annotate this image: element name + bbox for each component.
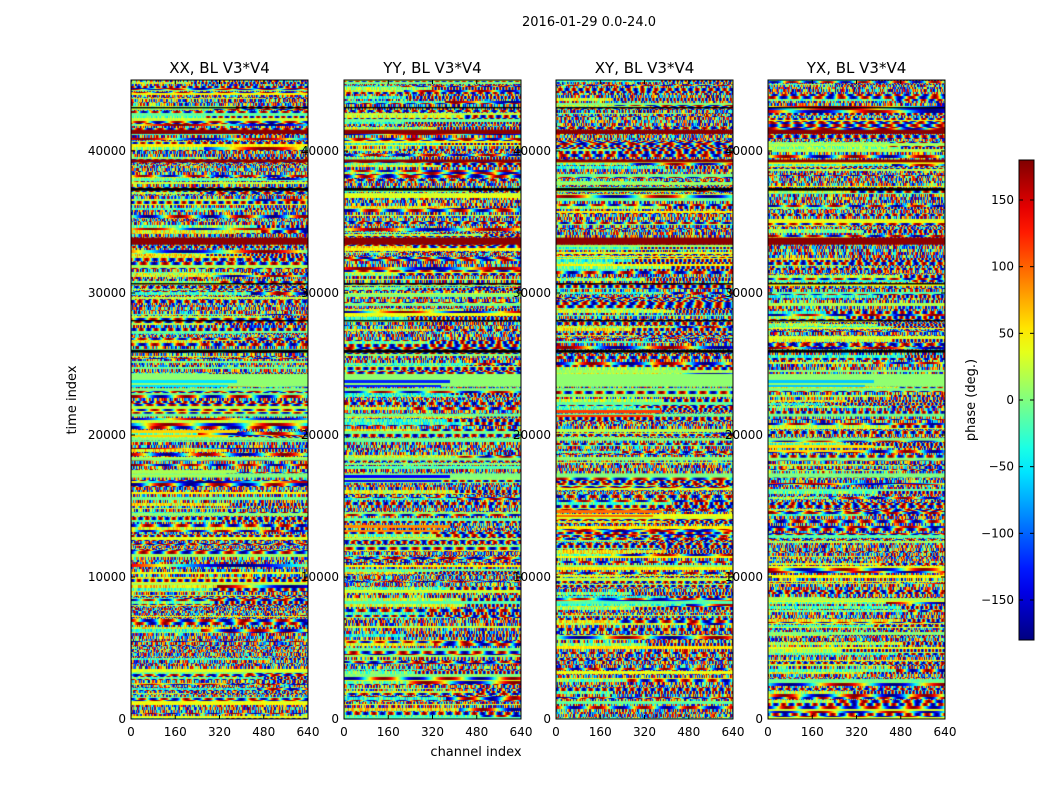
panel-title: XY, BL V3*V4 (595, 59, 695, 77)
colorbar-tick-label: −150 (981, 593, 1014, 607)
y-tick-label: 0 (755, 712, 763, 726)
y-tick-label: 30000 (301, 286, 339, 300)
x-tick-label: 320 (208, 725, 231, 739)
x-tick-label: 320 (633, 725, 656, 739)
x-tick-label: 0 (340, 725, 348, 739)
y-tick-label: 40000 (725, 144, 763, 158)
y-tick-label: 10000 (725, 570, 763, 584)
panel-4: YX, BL V3*V4 0 160 320 480 640 0 10000 20000 3000… (725, 59, 957, 739)
x-tick-label: 640 (510, 725, 533, 739)
heatmap-image (131, 80, 308, 719)
y-axis-label: time index (65, 365, 80, 434)
y-tick-label: 30000 (725, 286, 763, 300)
heatmap-image (344, 80, 521, 719)
y-tick-label: 40000 (88, 144, 126, 158)
colorbar-tick-label: 100 (991, 260, 1014, 274)
y-tick-label: 30000 (513, 286, 551, 300)
panels: XX, BL V3*V4 0 160 320 480 640 0 10000 20000 3000… (88, 59, 957, 739)
x-tick-label: 640 (297, 725, 320, 739)
panel-title: XX, BL V3*V4 (169, 59, 270, 77)
x-tick-label: 480 (465, 725, 488, 739)
x-tick-label: 160 (801, 725, 824, 739)
x-tick-label: 160 (164, 725, 187, 739)
colorbar-tick-label: 0 (1006, 393, 1014, 407)
y-tick-label: 10000 (513, 570, 551, 584)
panel-title: YX, BL V3*V4 (806, 59, 907, 77)
x-tick-label: 0 (764, 725, 772, 739)
y-tick-label: 0 (331, 712, 339, 726)
colorbar: −150 −100 −50 0 50 100 150 (981, 159, 1035, 641)
y-tick-label: 30000 (88, 286, 126, 300)
colorbar-tick-label: 50 (999, 326, 1014, 340)
x-tick-label: 640 (934, 725, 957, 739)
x-tick-label: 0 (552, 725, 560, 739)
x-tick-label: 640 (722, 725, 745, 739)
x-axis-label: channel index (430, 745, 521, 760)
y-tick-label: 0 (118, 712, 126, 726)
y-tick-label: 40000 (513, 144, 551, 158)
figure-title: 2016-01-29 0.0-24.0 (522, 15, 656, 30)
y-tick-label: 10000 (88, 570, 126, 584)
x-tick-label: 480 (252, 725, 275, 739)
y-tick-label: 20000 (88, 428, 126, 442)
x-tick-label: 160 (377, 725, 400, 739)
panel-title: YY, BL V3*V4 (382, 59, 481, 77)
panel-2: YY, BL V3*V4 0 160 320 480 640 0 10000 20000 3000… (301, 59, 533, 739)
panel-1: XX, BL V3*V4 0 160 320 480 640 0 10000 20000 3000… (88, 59, 320, 739)
x-tick-label: 320 (845, 725, 868, 739)
x-tick-label: 0 (127, 725, 135, 739)
panel-3: XY, BL V3*V4 0 160 320 480 640 0 10000 20000 3000… (513, 59, 745, 739)
colorbar-tick-label: 150 (991, 193, 1014, 207)
y-tick-label: 20000 (725, 428, 763, 442)
y-tick-label: 10000 (301, 570, 339, 584)
heatmap-image (556, 80, 733, 719)
y-tick-label: 0 (543, 712, 551, 726)
x-tick-label: 480 (677, 725, 700, 739)
x-tick-label: 320 (421, 725, 444, 739)
x-tick-label: 160 (589, 725, 612, 739)
colorbar-tick-label: −50 (989, 460, 1014, 474)
colorbar-tick-label: −100 (981, 526, 1014, 540)
y-tick-label: 20000 (513, 428, 551, 442)
y-tick-label: 20000 (301, 428, 339, 442)
x-tick-label: 480 (889, 725, 912, 739)
y-tick-label: 40000 (301, 144, 339, 158)
colorbar-label: phase (deg.) (964, 359, 979, 441)
heatmap-image (768, 80, 945, 719)
